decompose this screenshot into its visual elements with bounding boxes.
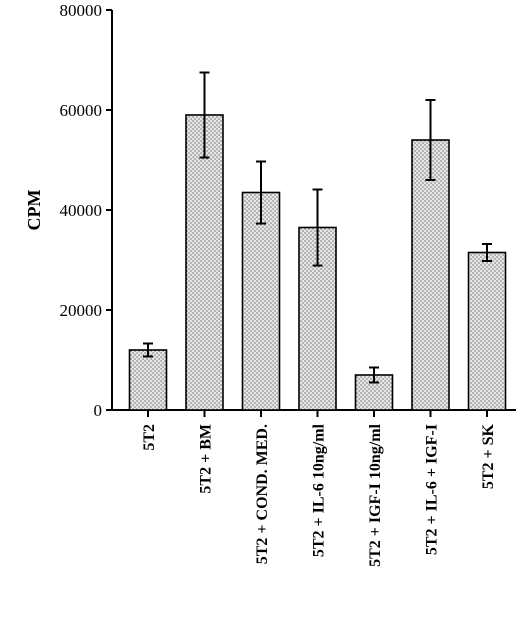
- error-bar: [369, 366, 379, 384]
- bar: [185, 114, 224, 411]
- y-axis-title: CPM: [24, 189, 44, 230]
- x-axis-ticks: 5T2 5T2 + BM 5T2 + COND. MED. 5T2 + IL-6 10…: [141, 410, 497, 567]
- error-bar: [312, 188, 323, 267]
- bar: [128, 349, 168, 411]
- y-tick-label: 40000: [60, 201, 103, 220]
- error-bar: [143, 342, 153, 358]
- bar: [241, 191, 281, 411]
- error-bar: [199, 71, 210, 159]
- category-label: 5T2 + IL-6 + IGF-I: [424, 424, 441, 555]
- bar: [467, 251, 507, 411]
- category-label: 5T2: [141, 424, 158, 451]
- y-tick-label: 80000: [60, 1, 103, 20]
- category-label: 5T2 + COND. MED.: [254, 424, 271, 564]
- y-tick-label: 0: [94, 401, 103, 420]
- error-bar: [482, 243, 492, 262]
- bar: [411, 139, 450, 411]
- y-axis-ticks: 0 20000 40000 60000 80000: [60, 1, 112, 420]
- error-bar: [256, 160, 266, 225]
- error-bars: [143, 71, 492, 384]
- bars: [128, 114, 507, 411]
- category-label: 5T2 + SK: [480, 423, 497, 489]
- category-label: 5T2 + IGF-I 10ng/ml: [367, 423, 384, 566]
- y-tick-label: 20000: [60, 301, 103, 320]
- error-bar: [425, 99, 436, 181]
- category-label: 5T2 + BM: [198, 424, 215, 494]
- category-label: 5T2 + IL-6 10ng/ml: [311, 423, 328, 557]
- y-tick-label: 60000: [60, 101, 103, 120]
